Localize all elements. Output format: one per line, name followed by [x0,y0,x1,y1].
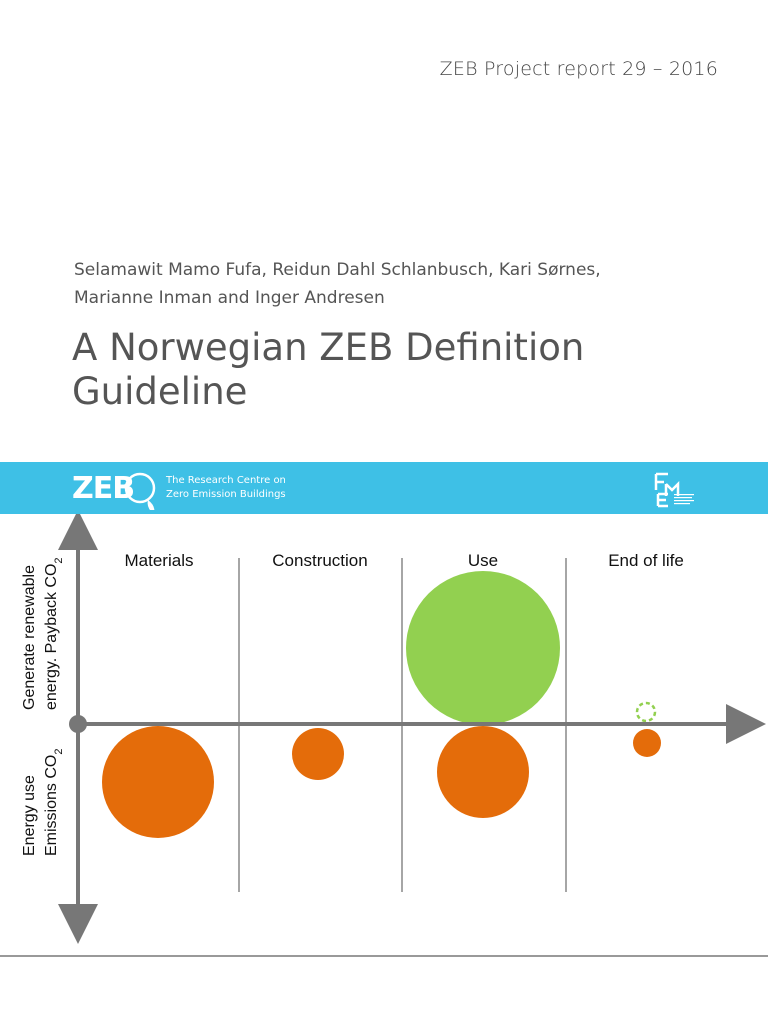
fme-logo [654,472,694,508]
svg-text:Generate renewable: Generate renewable [21,565,38,710]
y-axis-label-lower: Energy use Emissions CO2 [21,749,65,856]
svg-text:Emissions CO2: Emissions CO2 [43,749,65,856]
lower-label-subscript: 2 [53,749,65,755]
axis-origin [69,715,87,733]
title-line-2: Guideline [72,370,248,413]
life-cycle-diagram: Materials Construction Use End of life G… [21,514,766,944]
leaf-icon [124,472,156,510]
generation-circle-use [406,571,560,725]
banner: ZEB The Research Centre on Zero Emission… [0,462,768,514]
research-centre-text: The Research Centre on Zero Emission Bui… [166,474,286,502]
authors: Selamawit Mamo Fufa, Reidun Dahl Schlanb… [74,256,714,312]
title-line-1: A Norwegian ZEB Definition [72,326,585,369]
bottom-rule [0,955,768,957]
page-title: A Norwegian ZEB Definition Guideline [72,326,712,414]
centre-line-1: The Research Centre on [166,475,286,486]
generation-circle-end-of-life [635,701,657,723]
column-label-construction: Construction [272,551,367,570]
emission-circle-materials [102,726,214,838]
lower-label-line-1: Energy use [21,775,38,856]
upper-label-line-1: Generate renewable [21,565,38,710]
zeb-logo-text: ZEB [72,471,135,506]
svg-text:Energy use: Energy use [21,775,38,856]
upper-label-line-2: energy. Payback CO [43,564,60,710]
column-label-end-of-life: End of life [608,551,684,570]
lower-label-line-2: Emissions CO [43,755,60,856]
emission-circle-end-of-life [633,729,661,757]
upper-label-subscript: 2 [53,557,65,563]
authors-line-2: Marianne Inman and Inger Andresen [74,288,385,308]
column-label-use: Use [468,551,498,570]
report-label: ZEB Project report 29 – 2016 [439,58,718,80]
column-label-materials: Materials [125,551,194,570]
emission-circle-use [437,726,529,818]
authors-line-1: Selamawit Mamo Fufa, Reidun Dahl Schlanb… [74,260,601,280]
emission-circle-construction [292,728,344,780]
svg-text:energy. Payback CO2: energy. Payback CO2 [43,557,65,710]
centre-line-2: Zero Emission Buildings [166,489,286,500]
y-axis-label-upper: Generate renewable energy. Payback CO2 [21,557,65,710]
